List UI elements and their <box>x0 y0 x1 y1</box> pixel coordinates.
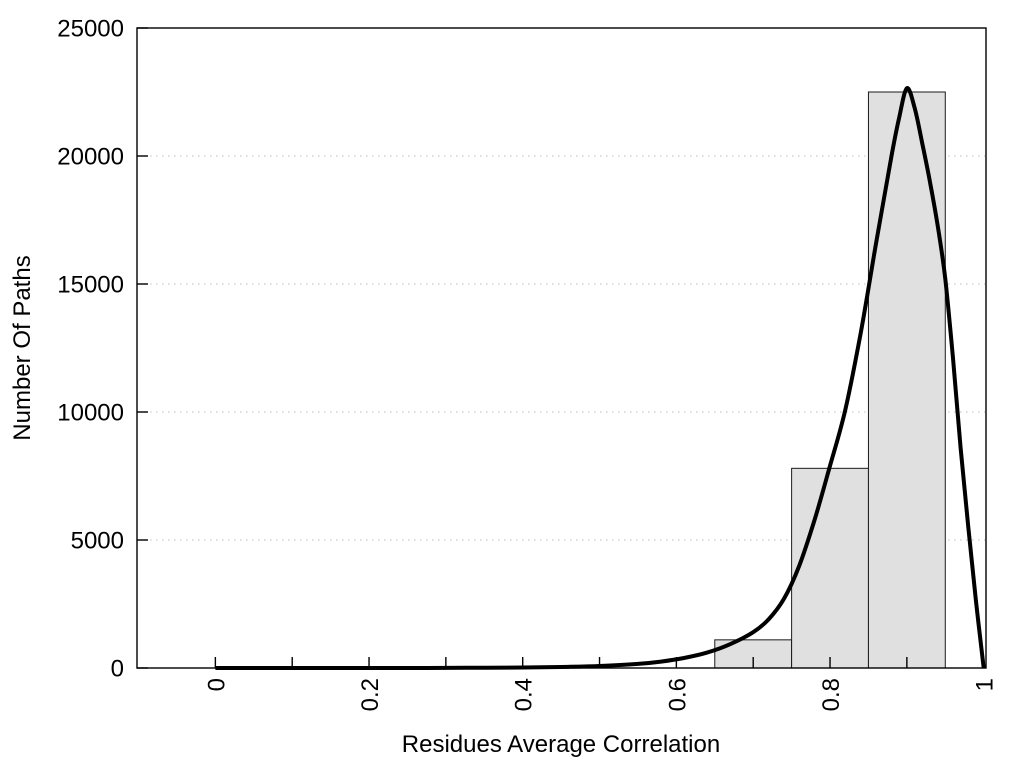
plot-frame <box>136 27 987 669</box>
x-axis-title: Residues Average Correlation <box>402 731 720 758</box>
tick-labels-layer: 0 0.2 0.4 0.6 0.8 1 0 5000 10000 15000 20000 25000 <box>57 16 998 712</box>
x-tick-label: 0.8 <box>818 678 845 711</box>
x-tick-label: 1 <box>972 678 999 691</box>
y-tick-label: 15000 <box>57 272 124 299</box>
y-axis-title: Number Of Paths <box>9 255 36 440</box>
x-tick-label: 0.4 <box>511 678 538 711</box>
axis-ticks-layer <box>137 27 985 669</box>
plot-frame-layer <box>136 27 987 669</box>
y-tick-label: 0 <box>111 656 124 683</box>
y-tick-label: 5000 <box>71 528 124 555</box>
y-tick-label: 10000 <box>57 400 124 427</box>
y-tick-label: 25000 <box>57 16 124 43</box>
x-tick-label: 0.2 <box>357 678 384 711</box>
histogram-bar <box>867 91 946 669</box>
histogram-bars-layer <box>714 91 946 669</box>
histogram-bar <box>791 467 869 669</box>
x-tick-label: 0.6 <box>664 678 691 711</box>
x-tick-label: 0 <box>203 678 230 691</box>
y-tick-label: 20000 <box>57 144 124 171</box>
